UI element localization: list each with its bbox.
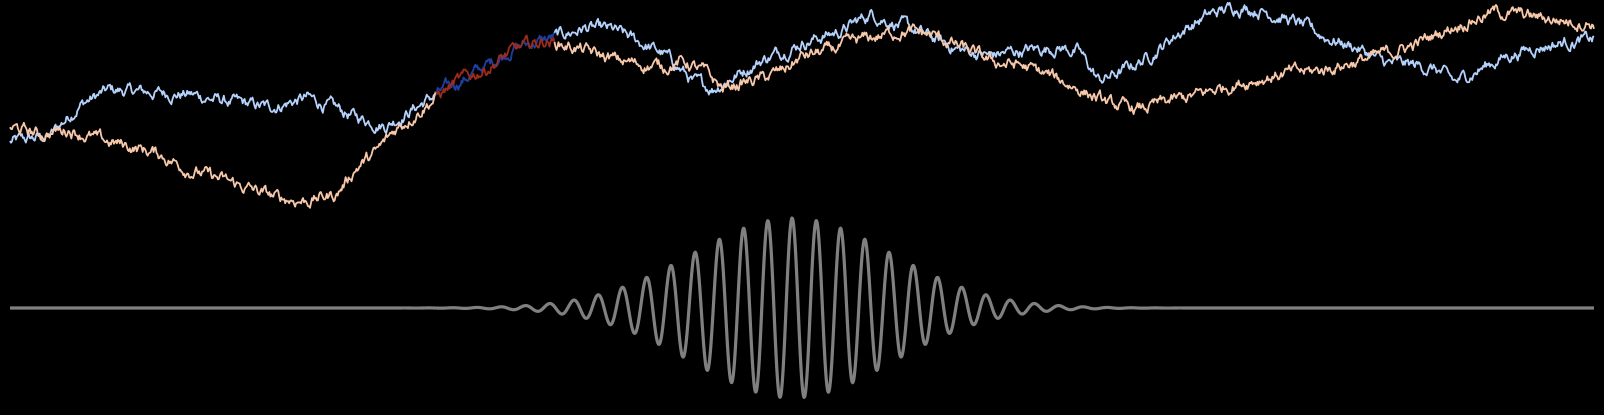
wave-packet-line: [8, 216, 1596, 399]
series-1-line-left: [9, 82, 437, 144]
series-2-line-left: [9, 91, 437, 209]
wave-packet-panel: [8, 216, 1596, 399]
series-2-line-right: [553, 4, 1595, 115]
series-2-line-highlight: [435, 34, 556, 99]
series-1-line-highlight: [434, 32, 556, 96]
random-walk-panel: [9, 1, 1595, 209]
